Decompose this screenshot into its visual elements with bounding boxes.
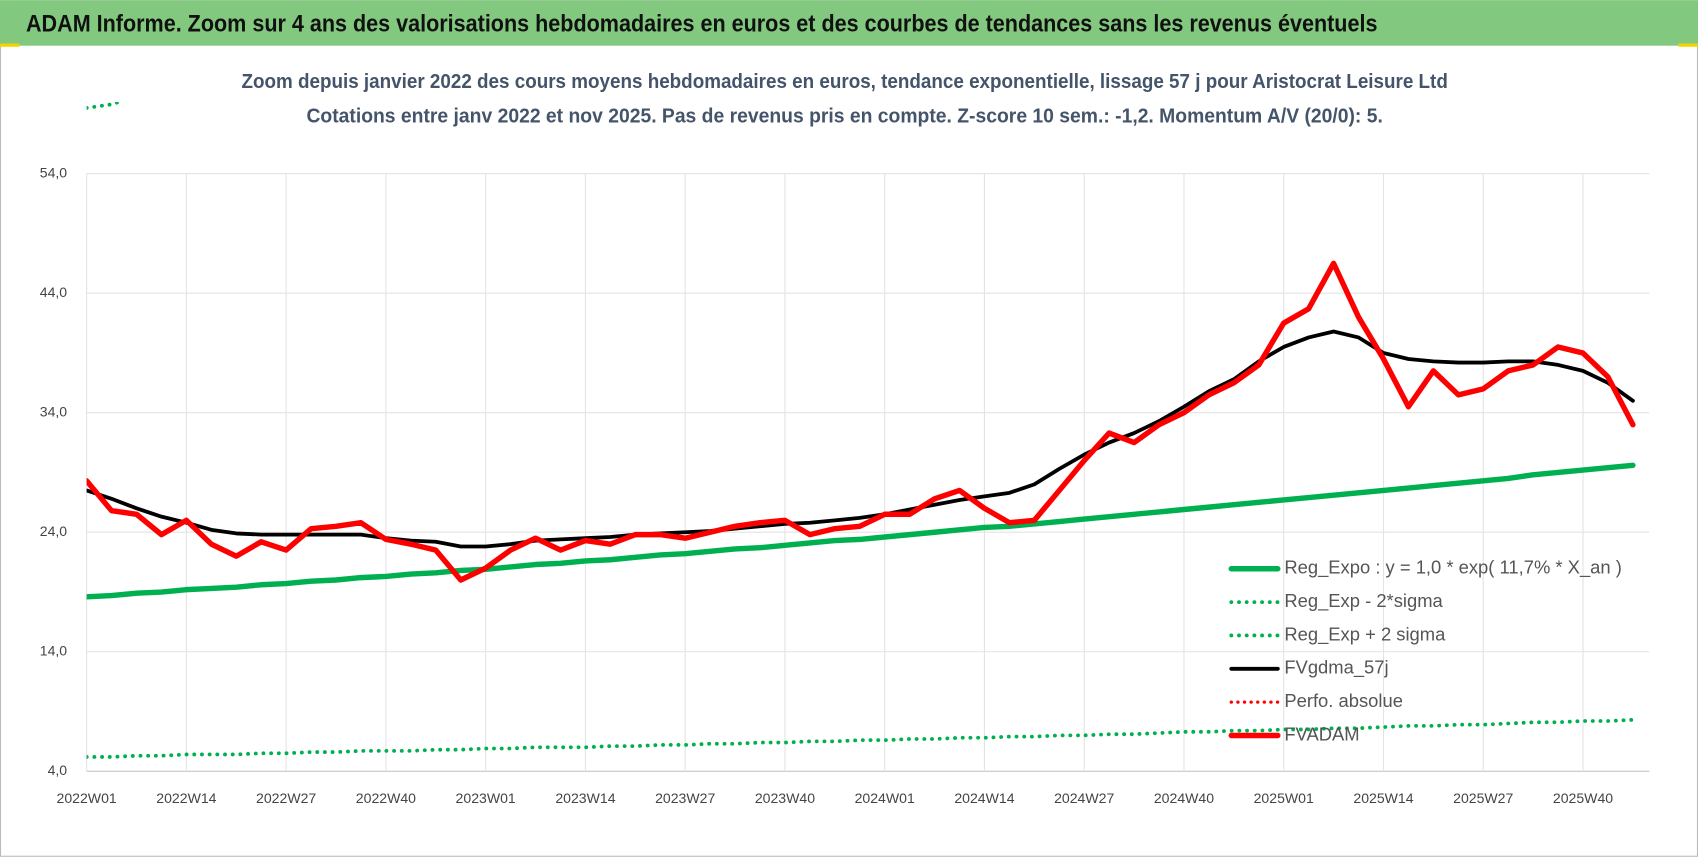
x-tick-label: 2022W40	[356, 790, 416, 806]
y-tick-label: 44,0	[40, 284, 68, 300]
y-tick-label: 54,0	[40, 164, 68, 180]
banner-corner	[1678, 43, 1698, 47]
banner-corner	[0, 43, 20, 47]
x-tick-label: 2024W40	[1154, 790, 1214, 806]
title-box	[236, 67, 1457, 135]
series-line	[86, 260, 1636, 583]
x-tick-label: 2023W40	[755, 790, 815, 806]
x-tick-label: 2025W40	[1553, 790, 1613, 806]
legend-label: Reg_Exp - 2*sigma	[1284, 590, 1443, 612]
y-tick-label: 4,0	[48, 762, 68, 778]
legend-label: Reg_Exp + 2 sigma	[1284, 623, 1446, 645]
x-tick-label: 2025W14	[1353, 790, 1413, 806]
y-tick-label: 34,0	[40, 403, 68, 419]
legend-label: FVgdma_57j	[1284, 657, 1388, 679]
y-tick-label: 14,0	[40, 642, 68, 658]
x-tick-label: 2025W01	[1254, 790, 1314, 806]
chart-subtitle: Cotations entre janv 2022 et nov 2025. P…	[306, 105, 1382, 128]
series-line	[86, 462, 1636, 600]
legend-label: Perfo. absolue	[1284, 690, 1403, 711]
x-tick-label: 2022W27	[256, 790, 316, 806]
y-tick-label: 24,0	[40, 523, 68, 539]
x-tick-label: 2025W27	[1453, 790, 1513, 806]
x-tick-label: 2023W27	[655, 790, 715, 806]
x-tick-label: 2023W14	[555, 790, 615, 806]
x-tick-label: 2022W14	[156, 790, 216, 806]
x-tick-label: 2024W14	[954, 790, 1014, 806]
x-tick-label: 2024W01	[855, 790, 915, 806]
chart-title: Zoom depuis janvier 2022 des cours moyen…	[241, 70, 1447, 93]
x-tick-label: 2022W01	[57, 790, 117, 806]
banner	[0, 0, 1698, 46]
banner-title: ADAM Informe. Zoom sur 4 ans des valoris…	[26, 10, 1377, 37]
x-tick-label: 2024W27	[1054, 790, 1114, 806]
legend-label: FVADAM	[1284, 723, 1359, 744]
legend-label: Reg_Expo : y = 1,0 * exp( 11,7% * X_an )	[1284, 557, 1622, 579]
x-tick-label: 2023W01	[456, 790, 516, 806]
